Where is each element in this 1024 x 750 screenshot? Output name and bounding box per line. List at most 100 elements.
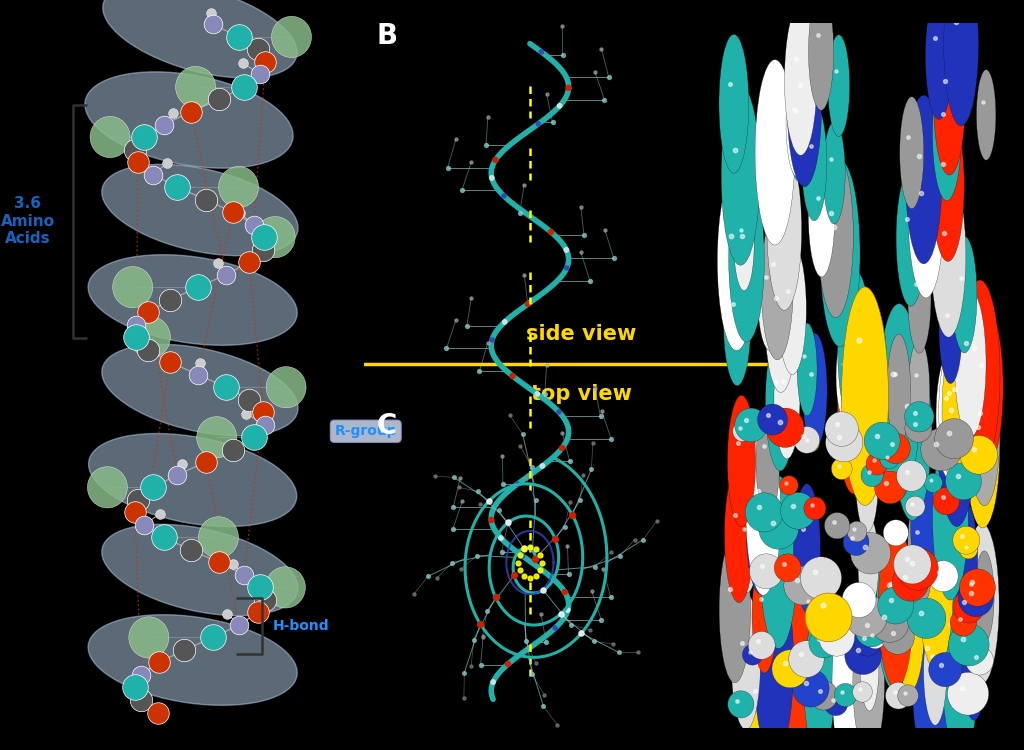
Point <box>517 635 534 647</box>
Point <box>256 419 272 430</box>
Point <box>878 477 894 489</box>
Point <box>140 344 157 355</box>
Circle shape <box>756 406 779 517</box>
Circle shape <box>935 419 974 459</box>
Point <box>475 631 492 643</box>
Point <box>825 516 842 528</box>
Circle shape <box>734 196 755 291</box>
Point <box>584 586 600 598</box>
Point <box>459 320 475 332</box>
Circle shape <box>969 360 999 506</box>
Circle shape <box>732 421 753 442</box>
Circle shape <box>803 333 827 448</box>
Point <box>775 375 792 387</box>
Point <box>941 387 957 399</box>
Point <box>479 111 496 123</box>
Point <box>145 169 162 181</box>
Circle shape <box>766 408 804 448</box>
Point <box>522 541 539 553</box>
Circle shape <box>271 16 311 58</box>
Point <box>519 298 536 310</box>
Point <box>975 96 991 108</box>
Circle shape <box>197 417 237 458</box>
Circle shape <box>860 623 879 711</box>
Point <box>803 368 819 380</box>
Point <box>571 494 588 506</box>
Circle shape <box>805 593 852 642</box>
Circle shape <box>879 526 913 688</box>
Point <box>952 272 969 284</box>
Circle shape <box>953 590 985 623</box>
Point <box>511 207 527 219</box>
Point <box>956 596 973 608</box>
Point <box>510 556 526 568</box>
Point <box>547 622 563 634</box>
Circle shape <box>836 333 855 420</box>
Point <box>938 392 954 404</box>
Point <box>787 53 804 64</box>
Circle shape <box>755 60 795 245</box>
Point <box>861 466 878 478</box>
Point <box>554 20 570 32</box>
Point <box>811 633 827 645</box>
Point <box>887 686 903 698</box>
Point <box>191 358 208 370</box>
Circle shape <box>794 427 819 453</box>
Point <box>198 456 214 468</box>
Circle shape <box>886 682 911 709</box>
Circle shape <box>825 412 858 446</box>
Point <box>908 526 925 538</box>
Point <box>778 477 795 489</box>
Circle shape <box>894 545 931 584</box>
Circle shape <box>842 287 889 506</box>
Point <box>972 406 988 418</box>
Point <box>974 578 990 590</box>
Point <box>839 652 855 664</box>
Point <box>777 658 794 670</box>
Point <box>472 618 488 630</box>
Point <box>257 56 273 68</box>
Point <box>582 274 598 286</box>
Point <box>514 428 530 440</box>
Point <box>969 575 985 587</box>
Point <box>496 190 512 202</box>
Point <box>162 294 178 306</box>
Point <box>152 508 168 520</box>
Point <box>911 505 928 517</box>
Point <box>937 488 953 500</box>
Circle shape <box>904 401 934 432</box>
Point <box>563 619 580 631</box>
Text: top view: top view <box>531 384 632 404</box>
Circle shape <box>788 640 824 677</box>
Point <box>523 461 540 473</box>
Circle shape <box>874 471 906 504</box>
Point <box>236 569 252 581</box>
Circle shape <box>977 70 996 160</box>
Circle shape <box>884 520 908 546</box>
Point <box>765 517 781 529</box>
Point <box>595 562 611 574</box>
Circle shape <box>742 644 763 665</box>
Point <box>230 31 247 43</box>
Point <box>539 359 555 371</box>
Point <box>445 500 462 512</box>
Point <box>454 184 470 196</box>
Circle shape <box>797 323 817 416</box>
Point <box>551 406 567 418</box>
Point <box>757 440 773 452</box>
Circle shape <box>959 569 995 606</box>
Circle shape <box>727 395 756 526</box>
Point <box>910 150 927 162</box>
Point <box>516 570 532 582</box>
Point <box>923 474 939 486</box>
Point <box>722 78 738 90</box>
Point <box>231 207 248 219</box>
Point <box>169 469 185 481</box>
Point <box>463 156 479 168</box>
Point <box>884 438 900 450</box>
Point <box>733 637 750 649</box>
Point <box>966 443 982 455</box>
Point <box>904 497 921 509</box>
Circle shape <box>908 134 943 298</box>
Point <box>603 433 620 445</box>
